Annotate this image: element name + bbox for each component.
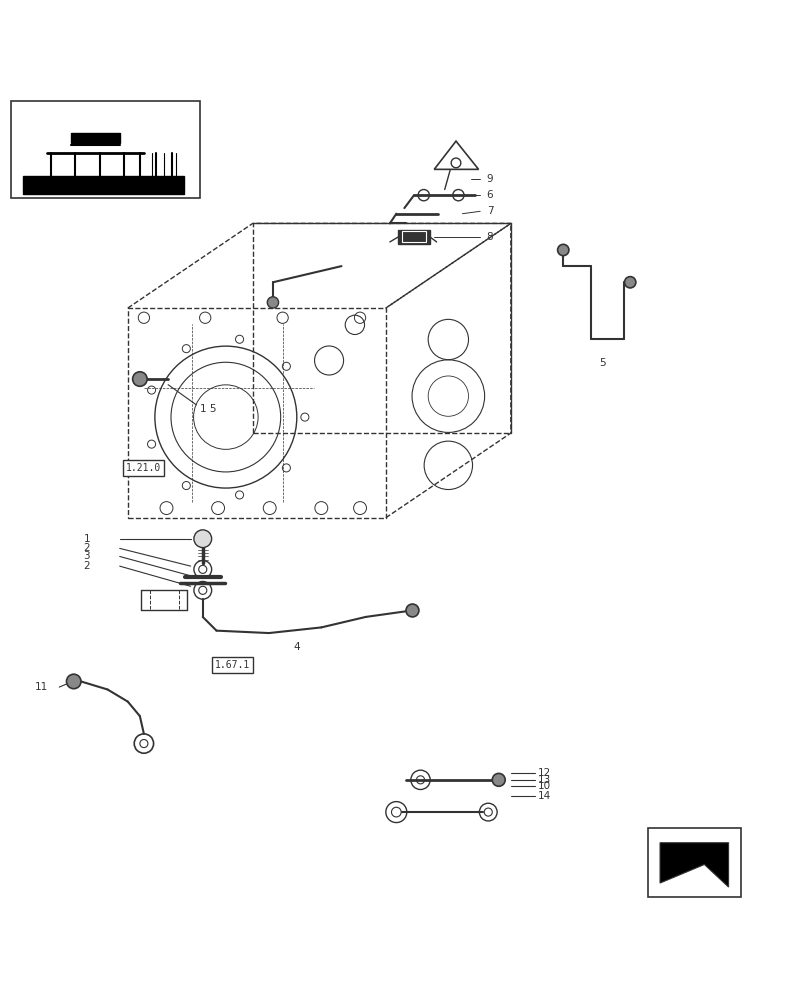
Bar [401, 231, 426, 242]
Text: 14: 14 [537, 791, 550, 801]
Text: 1 5: 1 5 [200, 404, 216, 414]
Circle shape [267, 297, 278, 308]
Text: 8: 8 [486, 232, 492, 242]
Text: 4: 4 [293, 642, 299, 652]
Text: 2: 2 [84, 561, 90, 571]
Text: 2: 2 [84, 543, 90, 553]
Circle shape [557, 244, 569, 256]
Text: 1: 1 [84, 534, 90, 544]
Text: 5: 5 [599, 358, 606, 368]
Text: 12: 12 [537, 768, 550, 778]
Polygon shape [23, 183, 184, 194]
Text: 10: 10 [537, 781, 550, 791]
Text: 11: 11 [35, 682, 48, 692]
Circle shape [67, 674, 81, 689]
Circle shape [132, 372, 147, 386]
Polygon shape [397, 230, 430, 244]
Text: 7: 7 [486, 206, 492, 216]
Bar [11, 101, 200, 198]
Text: 9: 9 [486, 174, 492, 184]
Polygon shape [434, 141, 478, 169]
Text: 13: 13 [537, 775, 550, 785]
Circle shape [624, 277, 635, 288]
Text: 3: 3 [84, 551, 90, 561]
Circle shape [406, 604, 418, 617]
Polygon shape [71, 133, 119, 143]
Circle shape [194, 530, 212, 548]
Text: 6: 6 [486, 190, 492, 200]
Polygon shape [659, 843, 727, 887]
Circle shape [491, 773, 504, 786]
Polygon shape [23, 176, 184, 183]
Bar [647, 828, 740, 897]
Text: 1.21.0: 1.21.0 [127, 463, 161, 473]
Text: 1.67.1: 1.67.1 [215, 660, 250, 670]
